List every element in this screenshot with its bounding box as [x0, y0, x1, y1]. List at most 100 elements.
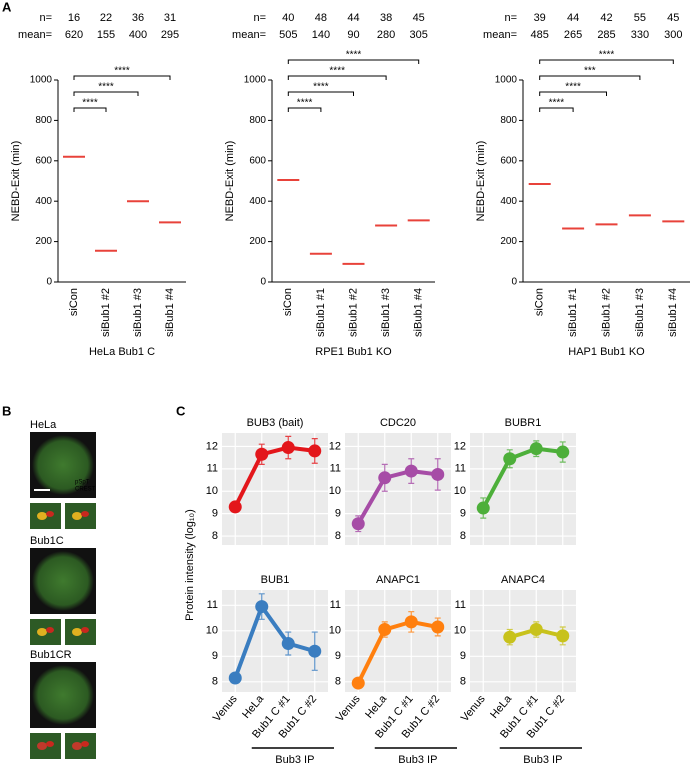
- data-point: [351, 517, 365, 531]
- panel-label: B: [2, 403, 11, 418]
- x-tick-label: siBub1 #3: [380, 288, 392, 337]
- mean-value: 305: [410, 29, 428, 41]
- y-tick-label: 9: [460, 508, 466, 520]
- x-tick-label: siBub1 #4: [164, 288, 176, 337]
- mean-value: 620: [65, 29, 83, 41]
- image-label: Bub1CR: [30, 649, 72, 661]
- series-line: [481, 446, 564, 509]
- mean-value: 265: [564, 29, 582, 41]
- chart-title: BUBR1: [505, 417, 542, 429]
- y-tick-label: 11: [330, 599, 341, 611]
- n-value: 31: [164, 12, 176, 24]
- y-tick-label: 800: [35, 115, 52, 126]
- data-point: [556, 445, 570, 459]
- x-tick-label: siBub1 #2: [100, 288, 112, 337]
- significance-label: ***: [584, 66, 596, 77]
- n-value: 40: [282, 12, 294, 24]
- data-point: [378, 471, 392, 485]
- chart-title: HeLa Bub1 C: [89, 346, 155, 358]
- significance-bracket: [287, 75, 387, 80]
- series-line: [233, 602, 316, 679]
- mean-value: 330: [631, 29, 649, 41]
- y-tick-label: 200: [249, 236, 266, 247]
- significance-bracket: [539, 75, 641, 80]
- y-tick-label: 8: [460, 676, 466, 688]
- significance-bracket: [287, 91, 354, 96]
- data-point: [476, 501, 490, 515]
- mean-value: 505: [279, 29, 297, 41]
- mean-value: 155: [97, 29, 115, 41]
- y-tick-label: 10: [329, 485, 341, 497]
- y-tick-label: 0: [46, 277, 52, 288]
- x-tick-label: siBub1 #1: [567, 288, 579, 337]
- inset-spot: [72, 628, 82, 636]
- chart-title: CDC20: [380, 417, 416, 429]
- y-tick-label: 9: [335, 508, 341, 520]
- n-value: 39: [534, 12, 546, 24]
- image-label: HeLa: [30, 419, 57, 431]
- n-value: 45: [667, 12, 679, 24]
- y-tick-label: 9: [212, 650, 218, 662]
- series-line: [356, 469, 439, 525]
- n-value: 55: [634, 12, 646, 24]
- y-axis-label: NEBD-Exit (min): [10, 141, 22, 222]
- x-tick-label: siBub1 #2: [600, 288, 612, 337]
- significance-label: ****: [114, 66, 130, 77]
- significance-label: ****: [549, 98, 565, 109]
- inset-spot: [46, 627, 54, 633]
- image-label: Bub1C: [30, 535, 64, 547]
- data-point: [529, 623, 543, 637]
- y-tick-label: 800: [500, 115, 517, 126]
- significance-label: ****: [297, 98, 313, 109]
- significance-bracket: [539, 59, 674, 64]
- y-tick-label: 12: [206, 440, 218, 452]
- y-tick-label: 11: [455, 463, 466, 475]
- n-label: n=: [39, 12, 52, 24]
- y-tick-label: 1000: [244, 75, 267, 86]
- y-tick-label: 11: [455, 599, 466, 611]
- x-tick-label: Venus: [459, 693, 488, 725]
- y-axis-label: Protein intensity (log₁₀): [184, 509, 196, 621]
- chart-title: BUB1: [261, 574, 290, 586]
- y-tick-label: 800: [249, 115, 266, 126]
- y-tick-label: 10: [206, 625, 218, 637]
- significance-bracket: [539, 91, 607, 96]
- data-point: [431, 467, 445, 481]
- inset-spot: [81, 741, 89, 747]
- y-tick-label: 600: [249, 155, 266, 166]
- y-tick-label: 600: [500, 155, 517, 166]
- chart-title: ANAPC1: [376, 574, 420, 586]
- n-value: 45: [413, 12, 425, 24]
- y-tick-label: 400: [35, 196, 52, 207]
- data-point: [503, 452, 517, 466]
- inset-spot: [37, 512, 47, 520]
- y-tick-label: 200: [35, 236, 52, 247]
- mean-value: 400: [129, 29, 147, 41]
- y-tick-label: 10: [206, 485, 218, 497]
- mean-value: 285: [597, 29, 615, 41]
- x-tick-label: siBub1 #3: [634, 288, 646, 337]
- group-label: Bub3 IP: [398, 754, 437, 766]
- series-line: [356, 619, 439, 684]
- y-tick-label: 0: [511, 277, 517, 288]
- y-tick-label: 11: [207, 599, 218, 611]
- series-line: [233, 445, 316, 508]
- chart-title: RPE1 Bub1 KO: [315, 346, 392, 358]
- y-tick-label: 10: [454, 625, 466, 637]
- mean-value: 280: [377, 29, 395, 41]
- data-point: [308, 444, 322, 458]
- data-point: [255, 447, 269, 461]
- cell: [32, 551, 94, 611]
- panel-label: C: [176, 403, 186, 418]
- n-value: 22: [100, 12, 112, 24]
- significance-label: ****: [346, 50, 362, 61]
- mean-value: 90: [347, 29, 359, 41]
- plot-background: [470, 590, 576, 692]
- x-tick-label: siCon: [534, 288, 546, 316]
- x-tick-label: siBub1 #4: [413, 288, 425, 337]
- y-tick-label: 400: [249, 196, 266, 207]
- inset-spot: [81, 627, 89, 633]
- significance-label: ****: [313, 82, 329, 93]
- chart-title: ANAPC4: [501, 574, 545, 586]
